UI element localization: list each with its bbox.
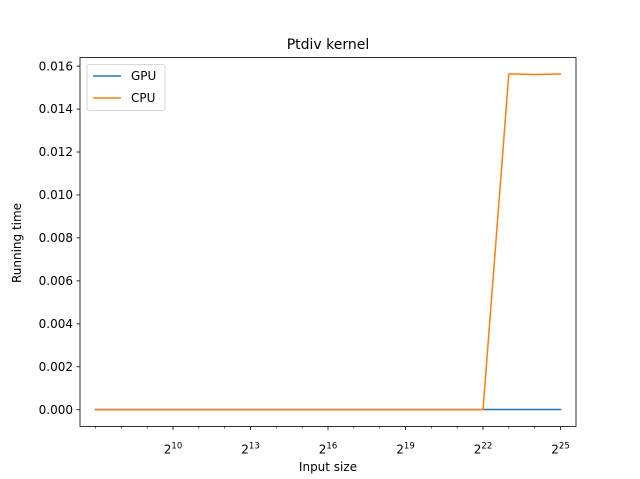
plot-area: 0.000 0.002 0.004 0.006 0.008 0.010 0.012 0.014… (39, 57, 577, 457)
x-tick-label: 219 (396, 442, 414, 457)
x-tick-label: 225 (551, 442, 569, 457)
y-tick-label: 0.006 (39, 274, 73, 288)
y-tick-label: 0.008 (39, 231, 73, 245)
x-tick-label: 222 (474, 442, 492, 457)
chart-title: Ptdiv kernel (287, 37, 370, 53)
y-axis-label: Running time (10, 203, 24, 283)
legend: GPU CPU (86, 64, 166, 111)
y-tick-label: 0.012 (39, 145, 73, 159)
x-tick-label: 210 (164, 442, 182, 457)
x-tick-label: 216 (319, 442, 337, 457)
y-tick-label: 0.002 (39, 360, 73, 374)
y-tick-label: 0.010 (39, 188, 73, 202)
x-tick-label: 213 (241, 442, 259, 457)
legend-label-cpu: CPU (131, 91, 155, 105)
y-tick-label: 0.016 (39, 59, 73, 73)
series-line-cpu (94, 73, 562, 411)
x-axis-label: Input size (299, 460, 357, 474)
legend-label-gpu: GPU (131, 69, 156, 83)
y-tick-label: 0.014 (39, 102, 73, 116)
y-tick-label: 0.004 (39, 317, 73, 331)
y-tick-label: 0.000 (39, 403, 73, 417)
